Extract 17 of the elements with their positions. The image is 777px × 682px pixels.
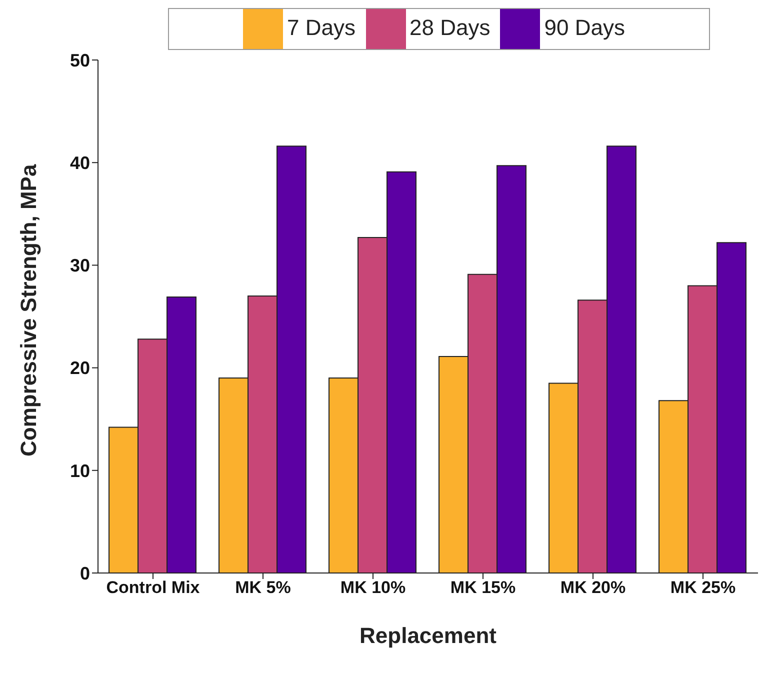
y-tick-label: 0 [80, 563, 90, 584]
x-tick-label: MK 10% [340, 578, 406, 598]
y-tick-label: 40 [70, 152, 90, 173]
y-tick-label: 10 [70, 460, 90, 481]
legend-label: 28 Days [410, 14, 490, 40]
x-tick-label: MK 20% [560, 578, 626, 598]
x-tick-label: MK 5% [235, 578, 291, 598]
y-tick-label: 30 [70, 256, 90, 276]
legend-label: 90 Days [544, 14, 625, 40]
x-axis-title: Replacement [360, 623, 498, 648]
y-axis-title: Compressive Strength, MPa [16, 164, 41, 456]
y-tick-label: 20 [70, 358, 90, 378]
x-tick-label: Control Mix [106, 578, 200, 598]
x-tick-label: MK 25% [670, 578, 736, 598]
y-tick-label: 50 [70, 50, 90, 70]
legend-label: 7 Days [287, 14, 356, 40]
x-tick-label: MK 15% [450, 578, 516, 598]
